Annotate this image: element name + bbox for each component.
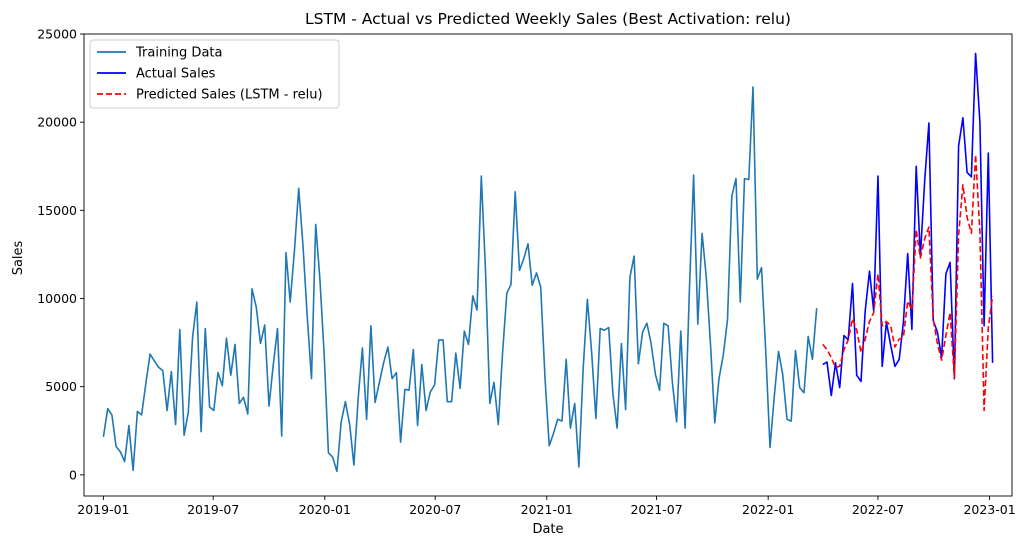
x-tick-label: 2019-01 bbox=[77, 502, 129, 517]
x-tick-label: 2020-01 bbox=[299, 502, 351, 517]
x-axis-label: Date bbox=[532, 522, 563, 537]
y-tick-label: 10000 bbox=[37, 291, 77, 306]
x-tick-label: 2021-07 bbox=[630, 502, 682, 517]
y-tick-label: 5000 bbox=[45, 379, 77, 394]
series-layer bbox=[102, 52, 994, 473]
x-tick-label: 2019-07 bbox=[187, 502, 239, 517]
x-tick-label: 2022-07 bbox=[852, 502, 904, 517]
plot-frame bbox=[83, 33, 1013, 497]
y-tick-label: 0 bbox=[69, 467, 77, 482]
x-tick-label: 2021-01 bbox=[521, 502, 573, 517]
x-tick-label: 2022-01 bbox=[742, 502, 794, 517]
x-tick-label: 2020-07 bbox=[409, 502, 461, 517]
y-tick-label: 20000 bbox=[37, 115, 77, 130]
y-tick-label: 15000 bbox=[37, 203, 77, 218]
legend-label-1: Training Data bbox=[135, 46, 222, 61]
series-line-1 bbox=[102, 86, 818, 473]
legend: Training Data Actual Sales Predicted Sales… bbox=[89, 39, 340, 109]
legend-label-3: Predicted Sales (LSTM - relu) bbox=[136, 88, 323, 103]
ticks-layer: 2019-01 2019-07 2020-01 2020-07 2021-01 2021-… bbox=[37, 27, 1015, 518]
x-tick-label: 2023-01 bbox=[963, 502, 1015, 517]
legend-label-2: Actual Sales bbox=[136, 67, 216, 82]
legend-box bbox=[89, 39, 340, 109]
y-axis-label: Sales bbox=[11, 240, 26, 275]
series-line-2 bbox=[822, 52, 994, 397]
series-line-3 bbox=[822, 154, 994, 412]
plot-area bbox=[83, 33, 1013, 497]
y-tick-label: 25000 bbox=[37, 27, 77, 42]
chart-title: LSTM - Actual vs Predicted Weekly Sales … bbox=[305, 10, 791, 28]
